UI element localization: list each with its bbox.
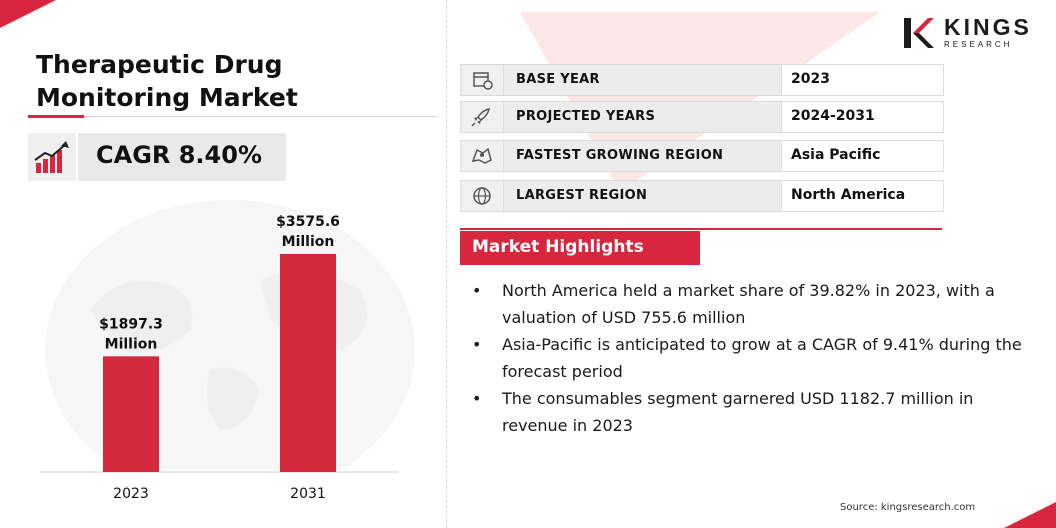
highlights-list: • North America held a market share of 39… bbox=[472, 278, 1032, 440]
info-row-fastest-growing-region: FASTEST GROWING REGION Asia Pacific bbox=[460, 140, 944, 172]
section-divider bbox=[446, 0, 447, 528]
logo-wordmark: KINGS bbox=[944, 14, 1032, 40]
data-label-2031: Million bbox=[282, 234, 335, 250]
title-underline bbox=[28, 116, 438, 117]
info-row-base-year: BASE YEAR 2023 bbox=[460, 64, 944, 96]
highlights-header bbox=[460, 231, 700, 265]
rocket-icon bbox=[461, 102, 504, 132]
bar-chart: $1897.3 Million 2023 $3575.6 Million 2031 bbox=[40, 214, 398, 502]
corner-accent-top-left bbox=[0, 0, 56, 28]
list-item: • North America held a market share of 39… bbox=[472, 281, 995, 327]
list-item: • The consumables segment garnered USD 11… bbox=[472, 389, 974, 435]
logo-subtitle: RESEARCH bbox=[944, 40, 1013, 49]
kings-logo-icon bbox=[902, 16, 934, 50]
info-label: FASTEST GROWING REGION bbox=[516, 148, 724, 163]
corner-accent-bottom-right bbox=[1004, 502, 1056, 528]
highlights-rule bbox=[460, 228, 942, 230]
bar-2031 bbox=[280, 254, 336, 472]
info-label: LARGEST REGION bbox=[516, 188, 648, 203]
x-tick-label: 2031 bbox=[290, 486, 326, 502]
info-row-largest-region: LARGEST REGION North America bbox=[460, 180, 944, 212]
highlight-text: Asia-Pacific is anticipated to grow at a… bbox=[502, 335, 1022, 381]
list-item: • Asia-Pacific is anticipated to grow at … bbox=[472, 335, 1022, 381]
data-label-2023: Million bbox=[105, 336, 158, 352]
page-title: Therapeutic Drug Monitoring Market bbox=[36, 50, 298, 112]
info-row-projected-years: PROJECTED YEARS 2024-2031 bbox=[460, 101, 944, 133]
highlight-text: North America held a market share of 39.… bbox=[502, 281, 995, 327]
highlight-text: The consumables segment garnered USD 118… bbox=[502, 389, 974, 435]
globe-icon bbox=[461, 181, 504, 211]
info-value: North America bbox=[791, 187, 906, 203]
source-note: Source: kingsresearch.com bbox=[840, 502, 976, 513]
info-label: PROJECTED YEARS bbox=[516, 109, 656, 124]
data-label-2023: $1897.3 bbox=[99, 316, 163, 332]
cagr-box bbox=[78, 133, 286, 181]
growth-chart-icon bbox=[28, 133, 76, 181]
region-map-icon bbox=[461, 141, 504, 171]
calendar-clock-icon bbox=[461, 65, 504, 95]
info-value: 2024-2031 bbox=[791, 108, 875, 124]
info-value: 2023 bbox=[791, 71, 830, 87]
x-tick-label: 2023 bbox=[113, 486, 149, 502]
highlights-heading: Market Highlights bbox=[472, 237, 644, 257]
cagr-value: CAGR 8.40% bbox=[96, 141, 262, 169]
bar-2023 bbox=[103, 356, 159, 472]
info-value: Asia Pacific bbox=[791, 147, 881, 163]
info-label: BASE YEAR bbox=[516, 72, 600, 87]
data-label-2031: $3575.6 bbox=[276, 214, 340, 230]
title-underline-accent bbox=[28, 115, 84, 118]
